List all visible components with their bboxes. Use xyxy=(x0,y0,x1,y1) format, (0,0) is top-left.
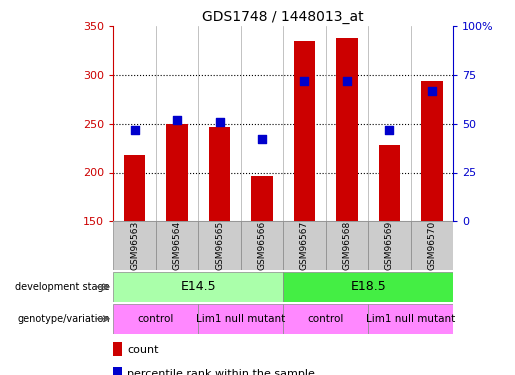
FancyBboxPatch shape xyxy=(410,221,453,270)
FancyBboxPatch shape xyxy=(241,221,283,270)
Text: GSM96568: GSM96568 xyxy=(342,221,351,270)
Bar xyxy=(421,81,442,221)
FancyBboxPatch shape xyxy=(283,272,453,302)
Bar xyxy=(166,124,187,221)
Text: GSM96563: GSM96563 xyxy=(130,221,139,270)
Text: Lim1 null mutant: Lim1 null mutant xyxy=(366,314,455,324)
Text: GSM96570: GSM96570 xyxy=(427,221,436,270)
Point xyxy=(130,127,139,133)
Point xyxy=(300,78,308,84)
Text: GSM96566: GSM96566 xyxy=(258,221,266,270)
Text: genotype/variation: genotype/variation xyxy=(18,314,110,324)
FancyBboxPatch shape xyxy=(156,221,198,270)
Text: GSM96565: GSM96565 xyxy=(215,221,224,270)
Text: development stage: development stage xyxy=(15,282,110,292)
Text: count: count xyxy=(127,345,159,355)
FancyBboxPatch shape xyxy=(368,304,453,334)
FancyBboxPatch shape xyxy=(368,221,410,270)
Point xyxy=(343,78,351,84)
Text: percentile rank within the sample: percentile rank within the sample xyxy=(127,369,315,375)
Title: GDS1748 / 1448013_at: GDS1748 / 1448013_at xyxy=(202,10,364,24)
Point xyxy=(385,127,393,133)
Text: Lim1 null mutant: Lim1 null mutant xyxy=(196,314,285,324)
Bar xyxy=(251,176,272,221)
FancyBboxPatch shape xyxy=(113,221,156,270)
Text: control: control xyxy=(138,314,174,324)
Text: E18.5: E18.5 xyxy=(350,280,386,293)
Bar xyxy=(379,145,400,221)
FancyBboxPatch shape xyxy=(198,304,283,334)
Text: GSM96569: GSM96569 xyxy=(385,221,394,270)
Point xyxy=(428,88,436,94)
Text: GSM96567: GSM96567 xyxy=(300,221,309,270)
Point xyxy=(258,136,266,142)
FancyBboxPatch shape xyxy=(198,221,241,270)
FancyBboxPatch shape xyxy=(283,221,325,270)
Bar xyxy=(209,127,230,221)
Bar xyxy=(124,155,145,221)
Text: control: control xyxy=(307,314,344,324)
Bar xyxy=(294,41,315,221)
FancyBboxPatch shape xyxy=(113,272,283,302)
FancyBboxPatch shape xyxy=(113,304,198,334)
Bar xyxy=(113,342,122,355)
Bar xyxy=(113,367,122,375)
Bar xyxy=(336,38,357,221)
FancyBboxPatch shape xyxy=(283,304,368,334)
Text: GSM96564: GSM96564 xyxy=(173,221,181,270)
Text: E14.5: E14.5 xyxy=(180,280,216,293)
Point xyxy=(215,119,224,125)
FancyBboxPatch shape xyxy=(325,221,368,270)
Point xyxy=(173,117,181,123)
